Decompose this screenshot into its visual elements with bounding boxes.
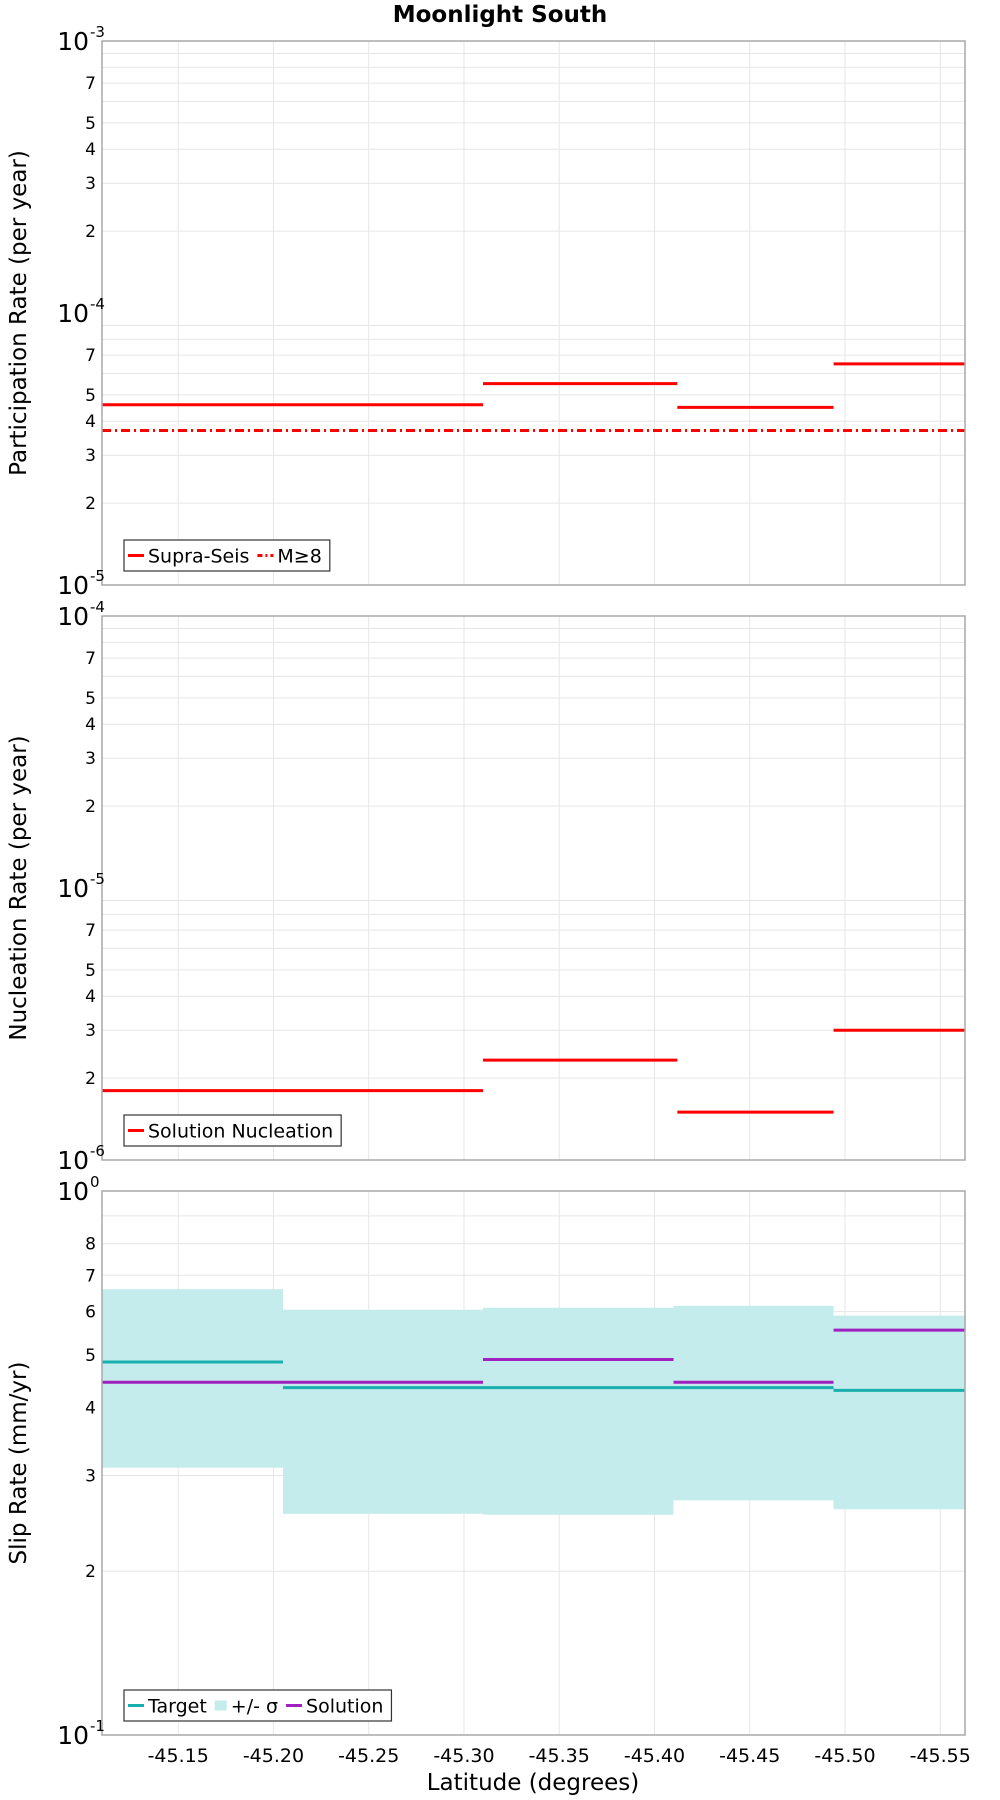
y-tick-label: 2 — [85, 494, 96, 514]
y-tick-label: 3 — [85, 749, 96, 769]
y-decade-exponent: -4 — [90, 295, 105, 313]
y-tick-label: 5 — [85, 961, 96, 981]
sigma-band-segment — [102, 1289, 283, 1468]
y-decade-label: 10 — [57, 299, 89, 328]
y-decade-exponent: -5 — [90, 870, 105, 888]
y-tick-label: 2 — [85, 797, 96, 817]
y-decade-label: 10 — [57, 1721, 89, 1750]
x-tick-label: -45.15 — [148, 1745, 209, 1767]
y-tick-label: 2 — [85, 1562, 96, 1582]
y-tick-label: 3 — [85, 174, 96, 194]
legend-box — [123, 1114, 342, 1147]
y-decade-label: 10 — [57, 1177, 89, 1206]
y-tick-label: 3 — [85, 446, 96, 466]
plot-frame — [101, 615, 966, 1161]
legend-swatch-sigma — [214, 1700, 227, 1711]
y-tick-label: 7 — [85, 649, 96, 669]
y-tick-label: 7 — [85, 921, 96, 941]
sigma-band-segment — [673, 1305, 834, 1501]
legend: Supra-Seis M≥8 — [123, 539, 331, 572]
y-tick-label: 4 — [85, 1398, 96, 1418]
y-decade-label: 10 — [57, 874, 89, 903]
x-tick-label: -45.20 — [243, 1745, 304, 1767]
y-decade-exponent: 0 — [90, 1173, 100, 1191]
legend: Target +/- σ Solution — [123, 1689, 393, 1722]
legend: Solution Nucleation — [123, 1114, 342, 1147]
x-axis-label: Latitude (degrees) — [427, 1770, 640, 1796]
y-decade-exponent: -5 — [90, 567, 105, 585]
legend-label: +/- σ — [231, 1696, 278, 1718]
sigma-band-segment — [282, 1309, 484, 1514]
x-tick-label: -45.35 — [529, 1745, 590, 1767]
y-tick-label: 3 — [85, 1466, 96, 1486]
x-tick-label: -45.55 — [910, 1745, 971, 1767]
legend-label: Target — [147, 1696, 207, 1718]
sigma-band-segment — [483, 1307, 674, 1515]
y-tick-label: 4 — [85, 412, 96, 432]
plot-frame — [101, 40, 966, 586]
y-axis-label: Participation Rate (per year) — [6, 150, 32, 476]
y-tick-label: 3 — [85, 1021, 96, 1041]
y-decade-exponent: -6 — [90, 1142, 105, 1160]
y-decade-label: 10 — [57, 27, 89, 56]
y-decade-exponent: -4 — [90, 598, 105, 616]
sigma-band-segment — [833, 1315, 965, 1510]
y-tick-label: 7 — [85, 346, 96, 366]
y-tick-label: 4 — [85, 140, 96, 160]
legend-label: Solution Nucleation — [148, 1121, 333, 1143]
plot-frame — [101, 1190, 966, 1736]
y-tick-label: 5 — [85, 386, 96, 406]
legend-box — [123, 539, 331, 572]
y-tick-label: 4 — [85, 715, 96, 735]
legend-label: M≥8 — [277, 546, 321, 568]
y-tick-label: 6 — [85, 1303, 96, 1323]
y-tick-label: 4 — [85, 987, 96, 1007]
y-axis-label: Slip Rate (mm/yr) — [6, 1362, 32, 1565]
y-tick-label: 5 — [85, 689, 96, 709]
x-tick-label: -45.30 — [433, 1745, 494, 1767]
y-decade-label: 10 — [57, 571, 89, 600]
y-tick-label: 7 — [85, 1266, 96, 1286]
x-tick-label: -45.25 — [338, 1745, 399, 1767]
y-tick-label: 2 — [85, 1069, 96, 1089]
x-tick-label: -45.50 — [814, 1745, 875, 1767]
x-tick-label: -45.45 — [719, 1745, 780, 1767]
legend-label: Supra-Seis — [148, 546, 249, 568]
y-axis-label: Nucleation Rate (per year) — [6, 735, 32, 1040]
y-tick-label: 8 — [85, 1235, 96, 1255]
y-tick-label: 7 — [85, 74, 96, 94]
y-decade-exponent: -1 — [90, 1717, 105, 1735]
y-tick-label: 5 — [85, 114, 96, 134]
y-decade-label: 10 — [57, 1146, 89, 1175]
figure-title: Moonlight South — [393, 2, 608, 28]
x-tick-label: -45.40 — [624, 1745, 685, 1767]
y-decade-label: 10 — [57, 602, 89, 631]
y-tick-label: 2 — [85, 222, 96, 242]
y-decade-exponent: -3 — [90, 23, 105, 41]
y-tick-label: 5 — [85, 1346, 96, 1366]
legend-box — [123, 1689, 393, 1722]
legend-label: Solution — [306, 1696, 383, 1718]
